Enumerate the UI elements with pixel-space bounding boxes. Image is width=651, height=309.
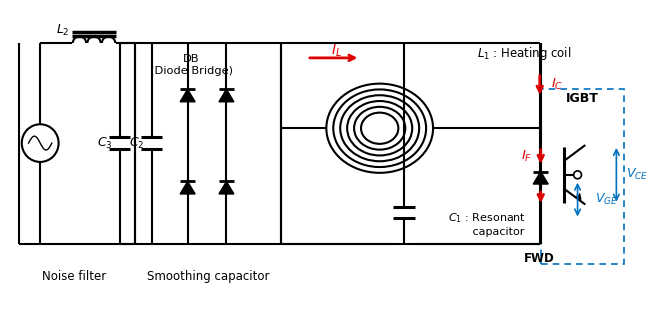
Polygon shape	[180, 89, 195, 102]
Circle shape	[574, 171, 581, 179]
Text: Smoothing capacitor: Smoothing capacitor	[146, 270, 270, 283]
Text: FWD: FWD	[523, 252, 554, 265]
Text: $L_1$ : Heating coil: $L_1$ : Heating coil	[477, 45, 571, 62]
Text: $I_C$: $I_C$	[551, 77, 564, 92]
Text: $C_3$: $C_3$	[98, 136, 113, 151]
Text: IGBT: IGBT	[566, 92, 599, 105]
Polygon shape	[180, 181, 195, 194]
Text: DB
(Diode Bridge): DB (Diode Bridge)	[150, 54, 233, 75]
Text: $I_L$: $I_L$	[331, 43, 342, 59]
Text: $L_2$: $L_2$	[56, 23, 69, 38]
Circle shape	[21, 124, 59, 162]
Polygon shape	[219, 89, 234, 102]
Polygon shape	[219, 181, 234, 194]
Text: $V_{CE}$: $V_{CE}$	[626, 167, 648, 182]
Text: $I_F$: $I_F$	[521, 149, 533, 164]
Text: $V_{GE}$: $V_{GE}$	[595, 192, 618, 207]
Text: $C_1$ : Resonant
       capacitor: $C_1$ : Resonant capacitor	[448, 212, 525, 237]
Text: $C_2$: $C_2$	[129, 136, 144, 151]
Text: Noise filter: Noise filter	[42, 270, 106, 283]
Polygon shape	[533, 171, 548, 184]
